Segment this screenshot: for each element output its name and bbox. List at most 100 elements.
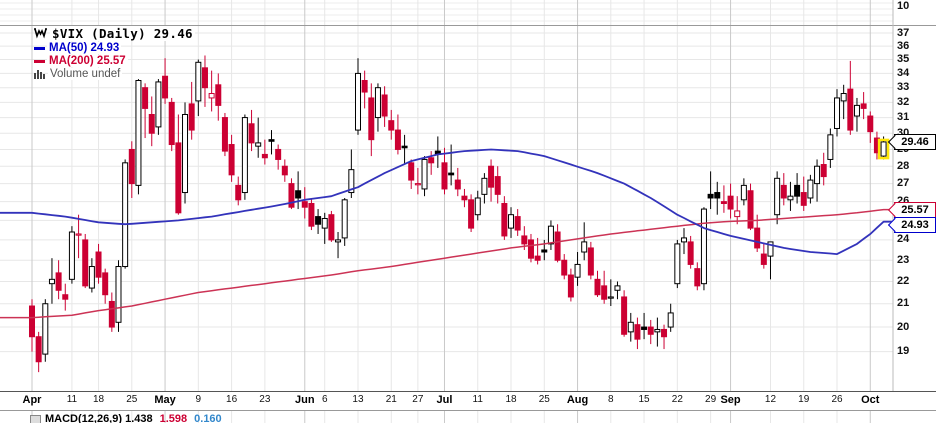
- y-axis-label: 23: [897, 253, 910, 266]
- candle: [75, 214, 82, 259]
- x-axis-label: Jun: [294, 394, 315, 406]
- x-axis-label: 19: [798, 394, 810, 405]
- candle: [221, 112, 228, 157]
- ma200-line: [0, 208, 893, 319]
- candle: [641, 312, 648, 340]
- y-axis-label: 20: [897, 320, 910, 333]
- candle: [720, 185, 727, 213]
- candle: [680, 228, 687, 255]
- candle: [29, 299, 35, 352]
- y-axis-label: 19: [897, 345, 910, 358]
- candle: [394, 114, 401, 155]
- candle: [48, 258, 55, 304]
- candle: [441, 147, 448, 195]
- x-axis-label: 22: [671, 394, 683, 405]
- candle: [587, 241, 594, 280]
- candle: [581, 222, 588, 261]
- candle: [561, 254, 568, 280]
- legend: $VIX (Daily) 29.46 MA(50) 24.93 MA(200) …: [34, 26, 195, 81]
- candle: [827, 128, 834, 168]
- candle: [454, 167, 461, 197]
- candle: [308, 197, 315, 231]
- candle: [88, 258, 95, 293]
- candle: [195, 59, 202, 117]
- ma200-legend: MA(200) 25.57: [34, 55, 195, 67]
- x-axis-label: 27: [412, 394, 424, 405]
- candle: [182, 102, 189, 204]
- candle: [428, 151, 435, 175]
- y-axis-label: 21: [897, 297, 910, 310]
- candle: [780, 173, 787, 206]
- candle: [62, 283, 69, 311]
- candle: [647, 319, 654, 345]
- candle: [108, 292, 115, 332]
- candle: [527, 233, 534, 263]
- top-panel-value-label: 10: [897, 0, 910, 12]
- x-axis-label: 13: [352, 394, 364, 405]
- candle: [787, 181, 794, 211]
- candle: [767, 241, 774, 280]
- candle: [255, 117, 262, 158]
- candle: [554, 224, 561, 263]
- candle: [727, 183, 734, 219]
- ma50-swatch-icon: [34, 46, 45, 50]
- candle: [148, 96, 155, 147]
- x-axis-label: 18: [92, 394, 105, 405]
- candle: [853, 97, 860, 132]
- candle: [142, 83, 149, 139]
- price-callout-last: 29.46: [887, 133, 936, 150]
- stockcharts-logo-icon: [34, 28, 47, 39]
- volume-label: Volume undef: [48, 68, 123, 80]
- candle: [740, 178, 747, 206]
- candle: [667, 303, 674, 332]
- candle: [840, 84, 847, 120]
- candle: [514, 209, 521, 236]
- x-axis-label: 9: [195, 394, 202, 405]
- x-axis-label: Jul: [436, 394, 453, 406]
- ma50-line: [0, 148, 893, 255]
- candle: [774, 171, 781, 225]
- ma50-legend: MA(50) 24.93: [34, 42, 195, 54]
- x-axis-label: Oct: [861, 394, 880, 406]
- candle: [547, 220, 554, 250]
- candle: [621, 290, 628, 337]
- candle: [834, 89, 841, 137]
- x-axis-label: 12: [764, 394, 777, 405]
- candle: [275, 144, 282, 170]
- candle: [707, 171, 714, 210]
- candle: [847, 60, 854, 135]
- candle: [42, 299, 49, 362]
- candle: [341, 197, 348, 246]
- candle: [567, 268, 574, 302]
- candle: [241, 114, 248, 200]
- candle: [248, 109, 255, 152]
- candle: [614, 281, 621, 300]
- candle: [654, 317, 661, 347]
- candle: [734, 196, 741, 225]
- y-axis-label: 32: [897, 95, 910, 108]
- y-axis-label: 24: [897, 233, 910, 246]
- candle: [268, 130, 275, 155]
- candle: [368, 83, 375, 157]
- x-axis-label: 25: [126, 394, 138, 405]
- candle: [820, 152, 827, 186]
- x-axis-label: 11: [66, 394, 78, 405]
- candle: [381, 86, 388, 127]
- candle: [295, 171, 302, 210]
- candle: [315, 209, 322, 234]
- candle: [714, 181, 721, 215]
- x-axis-label: 6: [321, 394, 328, 405]
- x-axis-label: 18: [505, 394, 517, 405]
- candle: [414, 167, 421, 195]
- candle: [747, 183, 754, 231]
- candle: [388, 109, 395, 140]
- symbol-title: $VIX (Daily) 29.46: [50, 26, 195, 41]
- candle: [594, 270, 601, 297]
- price-callout-ma50: 24.93: [887, 216, 936, 233]
- candle: [434, 136, 441, 168]
- candle: [281, 159, 288, 182]
- candle: [401, 134, 408, 165]
- volume-legend: Volume undef: [34, 68, 195, 80]
- x-axis-label: 8: [608, 394, 614, 405]
- candle: [661, 324, 668, 350]
